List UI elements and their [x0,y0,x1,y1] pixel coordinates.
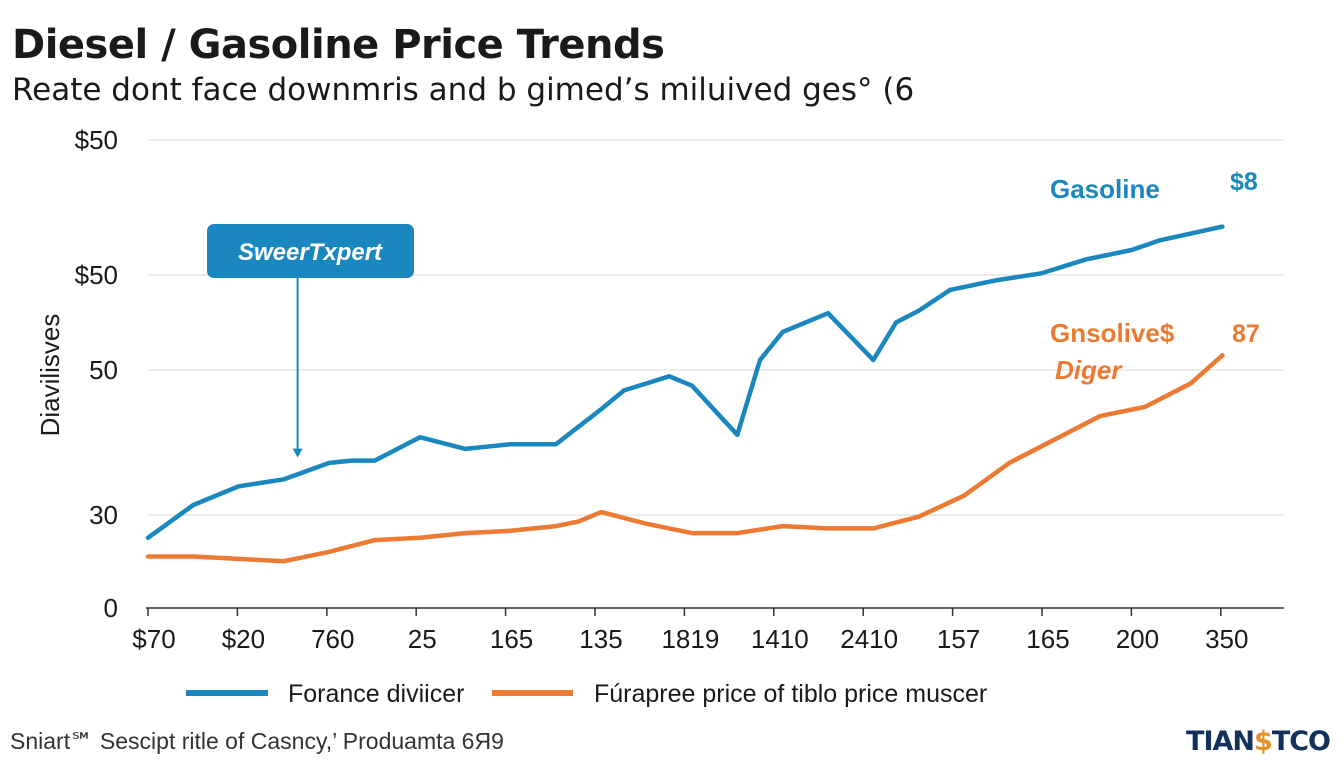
x-tick-label: $70 [132,624,175,654]
callout-annotation: SweerTxpert [207,224,414,458]
callout-label: SweerTxpert [238,239,383,266]
x-tick-label: 165 [490,624,533,654]
x-tick-label: 135 [579,624,622,654]
x-tick-label: 157 [937,624,980,654]
x-tick-label: 25 [408,624,437,654]
x-tick-label: 350 [1205,624,1248,654]
x-tick-label: 1819 [661,624,719,654]
callout-arrowhead [292,448,303,458]
x-tick-label: $20 [222,624,265,654]
y-tick-labels: $50 $50 50 30 0 [75,125,118,623]
x-tick-label: 1410 [751,624,809,654]
y-axis-label: Diavilisves [35,314,65,437]
gridlines [148,139,1284,516]
x-tick-label: 165 [1026,624,1069,654]
chart-subtitle: Reate dont face downmris and b gimed’s m… [12,72,915,108]
series-lines [145,224,1225,564]
y-tick-label: $50 [75,260,118,290]
callout-box [207,224,414,278]
y-tick-label: 50 [89,355,118,385]
diesel-series-line [145,353,1225,564]
diesel-end-value: 87 [1232,320,1260,348]
gasoline-series-line [145,224,1225,541]
x-tick-label: 760 [311,624,354,654]
brand-logo: TIAN$TCO [1186,726,1331,757]
chart-title: Diesel / Gasoline Price Trends [12,22,665,68]
diesel-series-label: Gnsolive$ [1050,318,1175,348]
x-tick-label: 2410 [840,624,898,654]
y-tick-label: 30 [89,500,118,530]
x-axis: $70 $20 760 25 165 135 1819 1410 2410 157 165 200 35… [132,607,1284,654]
legend-label-gasoline: Forance diviicer [288,680,464,708]
gasoline-end-value: $8 [1230,168,1258,196]
y-tick-label: $50 [75,125,118,155]
y-tick-label: 0 [104,593,118,623]
x-tick-label: 200 [1116,624,1159,654]
diesel-series-sublabel: Diger [1055,355,1123,385]
series-labels: Gasoline $8 Gnsolive$ Diger 87 [1050,168,1260,385]
legend-label-diesel: Fúraprее price of tiblo price muscer [594,680,987,708]
legend: Forance diviicer Fúraprее price of tiblo… [186,680,987,708]
source-note: Sniart℠ Sescipt ritle of Casncy,’ Produa… [10,728,504,754]
gasoline-series-label: Gasoline [1050,174,1160,204]
